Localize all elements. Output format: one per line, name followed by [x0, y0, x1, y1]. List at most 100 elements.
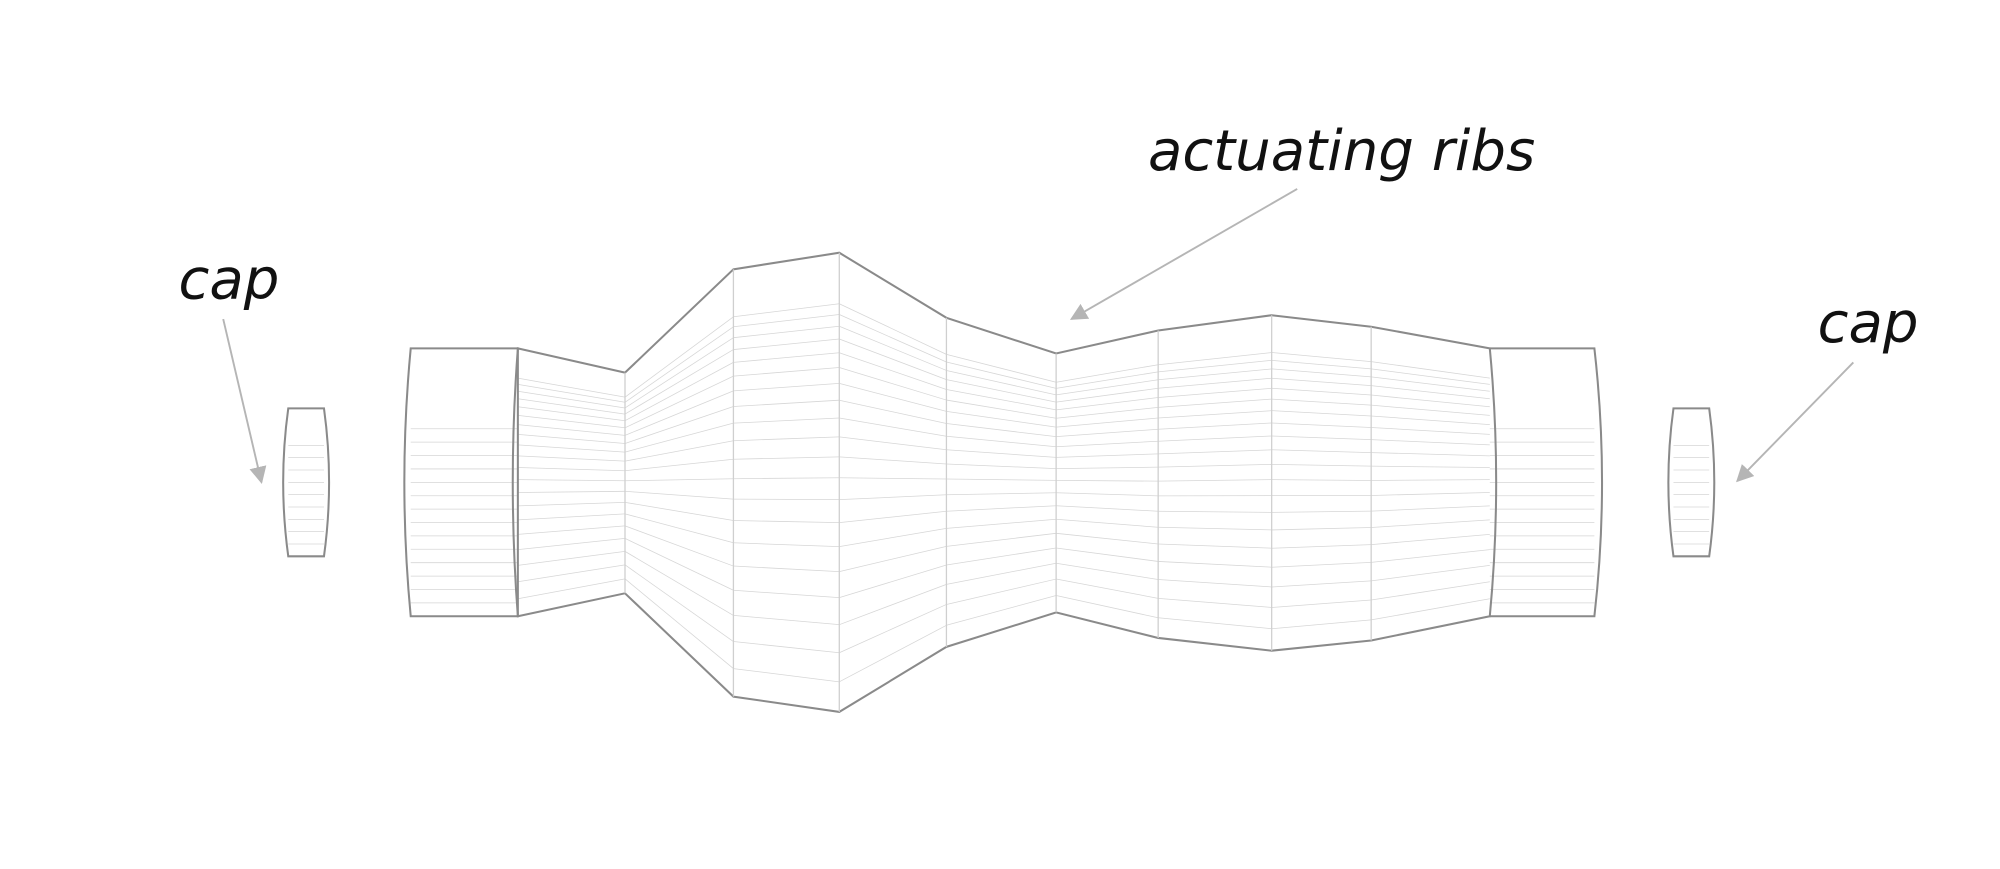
mesh-line	[1371, 564, 1490, 582]
arrow	[1736, 361, 1855, 483]
mesh-line	[733, 417, 840, 424]
mesh-line	[1056, 562, 1159, 580]
mesh-line	[1271, 544, 1372, 549]
mesh-line	[624, 513, 734, 544]
mesh-line	[839, 436, 947, 451]
mesh-line	[839, 338, 947, 380]
mesh-line	[1056, 505, 1159, 512]
mesh-line	[839, 399, 947, 424]
mesh-line	[1371, 598, 1490, 621]
mesh-line	[946, 478, 1057, 481]
mesh-line	[517, 424, 626, 436]
mesh-line	[733, 641, 840, 654]
mesh-line	[946, 379, 1057, 403]
mesh-line	[1158, 398, 1272, 408]
mesh-line	[1158, 510, 1272, 513]
mesh-line	[517, 444, 626, 453]
mesh-line	[624, 538, 734, 591]
mesh-line	[946, 370, 1057, 396]
mesh-line	[733, 520, 840, 524]
mesh-line	[1158, 617, 1272, 630]
mesh-line	[1371, 394, 1490, 408]
arrow	[222, 318, 267, 485]
mesh-line	[517, 455, 626, 462]
mesh-line	[733, 589, 840, 599]
mesh-line	[946, 492, 1057, 496]
mesh-line	[733, 325, 840, 339]
mesh-line	[733, 615, 840, 626]
mesh-line	[1158, 368, 1272, 381]
mesh-line	[1158, 410, 1272, 419]
label-cap-right: cap	[1818, 291, 1919, 356]
rib-lines	[624, 252, 1372, 712]
mesh-line	[1371, 492, 1490, 496]
mesh-line	[1271, 398, 1372, 406]
mesh-line	[624, 440, 734, 462]
mesh-line	[946, 435, 1057, 448]
mesh-line	[1056, 428, 1159, 438]
mesh-line	[1056, 479, 1159, 482]
mesh-line	[1271, 368, 1372, 378]
mesh-line	[624, 501, 734, 521]
mesh-line	[517, 398, 626, 415]
mesh-line	[1158, 449, 1272, 455]
mesh-line	[1056, 387, 1159, 403]
mesh-line	[1371, 368, 1490, 385]
mesh-line	[733, 314, 840, 328]
mesh-line	[1271, 377, 1372, 387]
mesh-line	[1056, 397, 1159, 411]
mesh-line	[733, 399, 840, 407]
mesh-line	[517, 390, 626, 409]
mesh-line	[946, 532, 1057, 547]
mesh-line	[839, 604, 947, 654]
mesh-line	[517, 490, 626, 493]
mesh-line	[946, 463, 1057, 469]
mesh-line	[1371, 534, 1490, 546]
mesh-line	[839, 352, 947, 390]
mesh-line	[839, 477, 947, 480]
mesh-line	[1158, 435, 1272, 442]
mesh-line	[624, 349, 734, 415]
mesh-line	[733, 668, 840, 683]
mesh-line	[624, 525, 734, 567]
mesh-line	[1271, 359, 1372, 370]
mesh-line	[839, 494, 947, 501]
mesh-line	[624, 406, 734, 444]
mesh-line	[624, 337, 734, 409]
mesh-line	[946, 595, 1057, 626]
mesh-line	[1271, 580, 1372, 588]
mesh-line	[1056, 407, 1159, 419]
mesh-line	[1271, 619, 1372, 630]
mesh-line	[1271, 479, 1372, 481]
mesh-line	[624, 551, 734, 616]
mesh-line	[1056, 453, 1159, 458]
mesh-line	[1158, 387, 1272, 398]
mesh-line	[1271, 599, 1372, 608]
mesh-line	[946, 353, 1057, 383]
mesh-line	[1158, 561, 1272, 568]
mesh-line	[517, 434, 626, 444]
mesh-line	[517, 537, 626, 550]
mesh-line	[624, 422, 734, 453]
mesh-line	[517, 384, 626, 403]
mesh-line	[1056, 364, 1159, 383]
mesh-line	[1271, 422, 1372, 428]
mesh-line	[946, 562, 1057, 585]
mesh-line	[624, 362, 734, 422]
mesh-line	[839, 564, 947, 599]
mesh-line	[1371, 415, 1490, 425]
mesh-line	[517, 578, 626, 600]
mesh-line	[1371, 404, 1490, 416]
mesh-line	[1371, 465, 1490, 468]
mesh-line	[946, 505, 1057, 512]
mesh-line	[1371, 376, 1490, 392]
mesh-line	[517, 525, 626, 535]
mesh-line	[839, 583, 947, 626]
arrow	[1069, 188, 1298, 320]
mesh-line	[1371, 505, 1490, 512]
rib-body	[511, 251, 1498, 713]
mesh-line	[1158, 352, 1272, 366]
mesh-line	[517, 479, 626, 482]
mesh-line	[733, 382, 840, 392]
